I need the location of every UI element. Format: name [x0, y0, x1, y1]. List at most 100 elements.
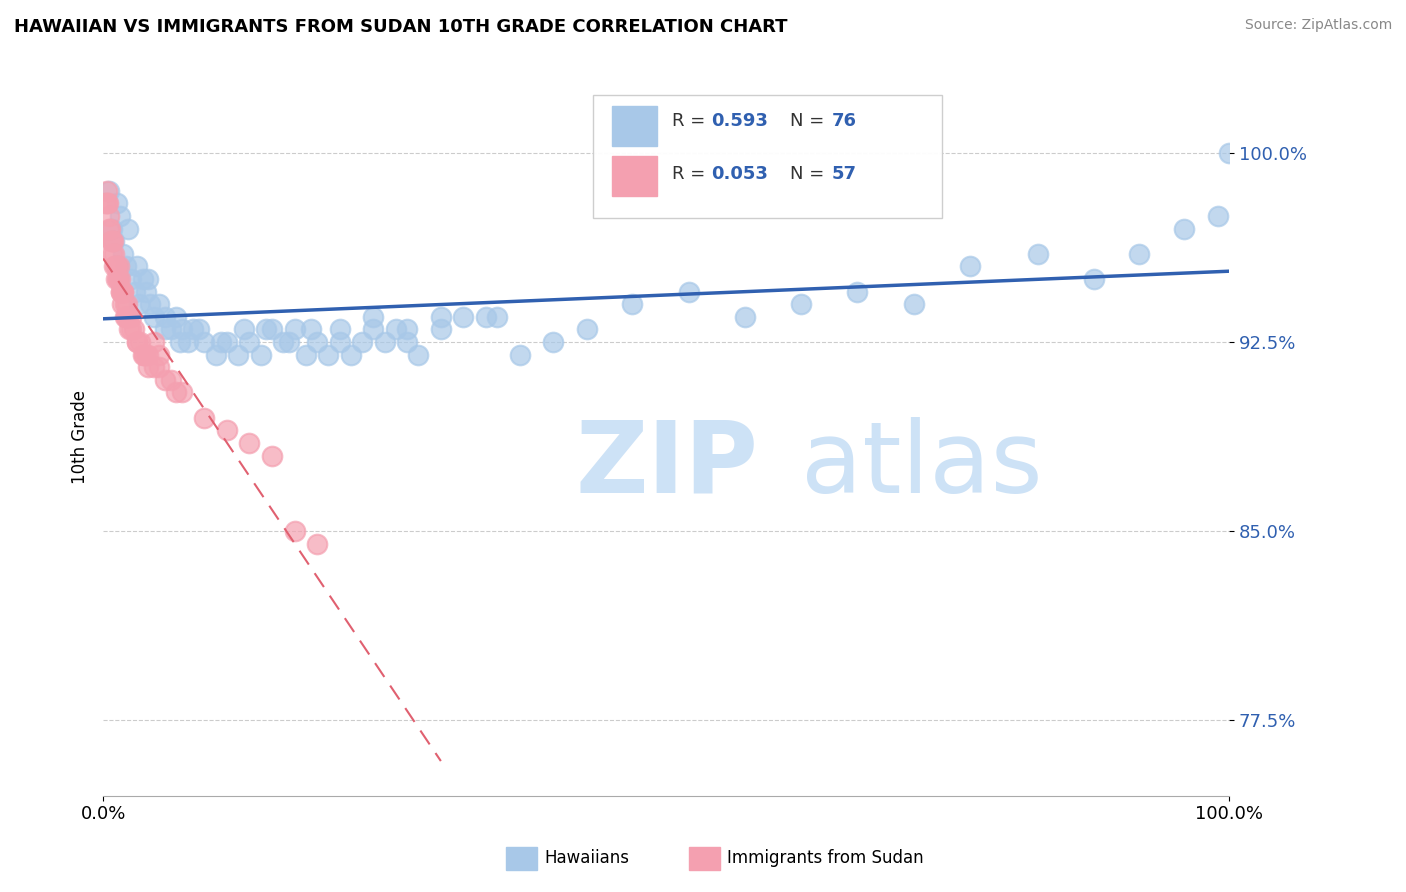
Point — [114, 310, 136, 324]
FancyBboxPatch shape — [612, 106, 657, 145]
Point — [131, 272, 153, 286]
Point — [453, 310, 475, 324]
Point — [142, 335, 165, 350]
Text: Hawaiians: Hawaiians — [544, 849, 628, 867]
Point — [103, 234, 125, 248]
Point — [98, 221, 121, 235]
Point — [352, 335, 374, 350]
Point — [110, 285, 132, 299]
Point — [486, 310, 509, 324]
Point — [136, 272, 159, 286]
Point — [108, 209, 131, 223]
Text: atlas: atlas — [801, 417, 1043, 514]
Point — [97, 196, 120, 211]
Point — [125, 335, 148, 350]
Point — [193, 335, 215, 350]
Point — [475, 310, 498, 324]
Point — [215, 423, 238, 437]
FancyBboxPatch shape — [612, 156, 657, 196]
Point — [96, 196, 118, 211]
Point — [260, 449, 283, 463]
Point — [118, 322, 141, 336]
Point — [277, 335, 299, 350]
Point — [254, 322, 277, 336]
Point — [124, 285, 146, 299]
Point — [170, 322, 193, 336]
Point — [115, 297, 138, 311]
Point — [148, 348, 170, 362]
Point — [132, 348, 155, 362]
Point — [340, 348, 363, 362]
Point — [1173, 221, 1195, 235]
Point — [128, 297, 150, 311]
Point — [1218, 146, 1240, 161]
Point — [112, 285, 135, 299]
Point — [101, 247, 124, 261]
Point — [114, 260, 136, 274]
Point — [260, 322, 283, 336]
Text: R =: R = — [672, 165, 710, 184]
Point — [232, 322, 254, 336]
Point — [374, 335, 396, 350]
Point — [101, 221, 124, 235]
Point — [117, 310, 139, 324]
Point — [396, 322, 419, 336]
Point — [148, 297, 170, 311]
Point — [249, 348, 271, 362]
Point — [97, 184, 120, 198]
Point — [363, 322, 385, 336]
Point — [509, 348, 531, 362]
Point — [108, 260, 131, 274]
Point — [148, 360, 170, 375]
Point — [621, 297, 644, 311]
Point — [408, 348, 430, 362]
Point — [238, 335, 260, 350]
FancyBboxPatch shape — [593, 95, 942, 218]
Point — [96, 184, 118, 198]
Point — [103, 247, 125, 261]
Point — [136, 348, 159, 362]
Point — [153, 322, 176, 336]
Point — [159, 322, 181, 336]
Point — [271, 335, 294, 350]
Point — [105, 260, 128, 274]
Point — [125, 335, 148, 350]
Point — [165, 385, 187, 400]
Point — [170, 385, 193, 400]
Point — [125, 260, 148, 274]
Point — [846, 285, 869, 299]
Point — [97, 209, 120, 223]
Point — [103, 234, 125, 248]
Point — [120, 322, 142, 336]
Text: 0.593: 0.593 — [711, 112, 768, 129]
Point — [1206, 209, 1229, 223]
Point — [120, 272, 142, 286]
Point — [135, 285, 157, 299]
Point — [385, 322, 408, 336]
Point — [283, 322, 305, 336]
Point — [678, 285, 700, 299]
Point — [153, 310, 176, 324]
Point — [187, 322, 209, 336]
Text: 76: 76 — [831, 112, 856, 129]
Point — [103, 260, 125, 274]
Point — [363, 310, 385, 324]
Point — [215, 335, 238, 350]
Point — [139, 297, 162, 311]
Point — [430, 310, 453, 324]
Text: HAWAIIAN VS IMMIGRANTS FROM SUDAN 10TH GRADE CORRELATION CHART: HAWAIIAN VS IMMIGRANTS FROM SUDAN 10TH G… — [14, 18, 787, 36]
Point — [165, 310, 187, 324]
Point — [959, 260, 981, 274]
Point — [305, 537, 328, 551]
Point — [1083, 272, 1105, 286]
Point — [204, 348, 226, 362]
Point — [104, 272, 127, 286]
Point — [1026, 247, 1049, 261]
Point — [129, 335, 152, 350]
Point — [430, 322, 453, 336]
Point — [328, 322, 350, 336]
Point — [111, 285, 134, 299]
Point — [543, 335, 565, 350]
Point — [299, 322, 322, 336]
Point — [105, 260, 128, 274]
